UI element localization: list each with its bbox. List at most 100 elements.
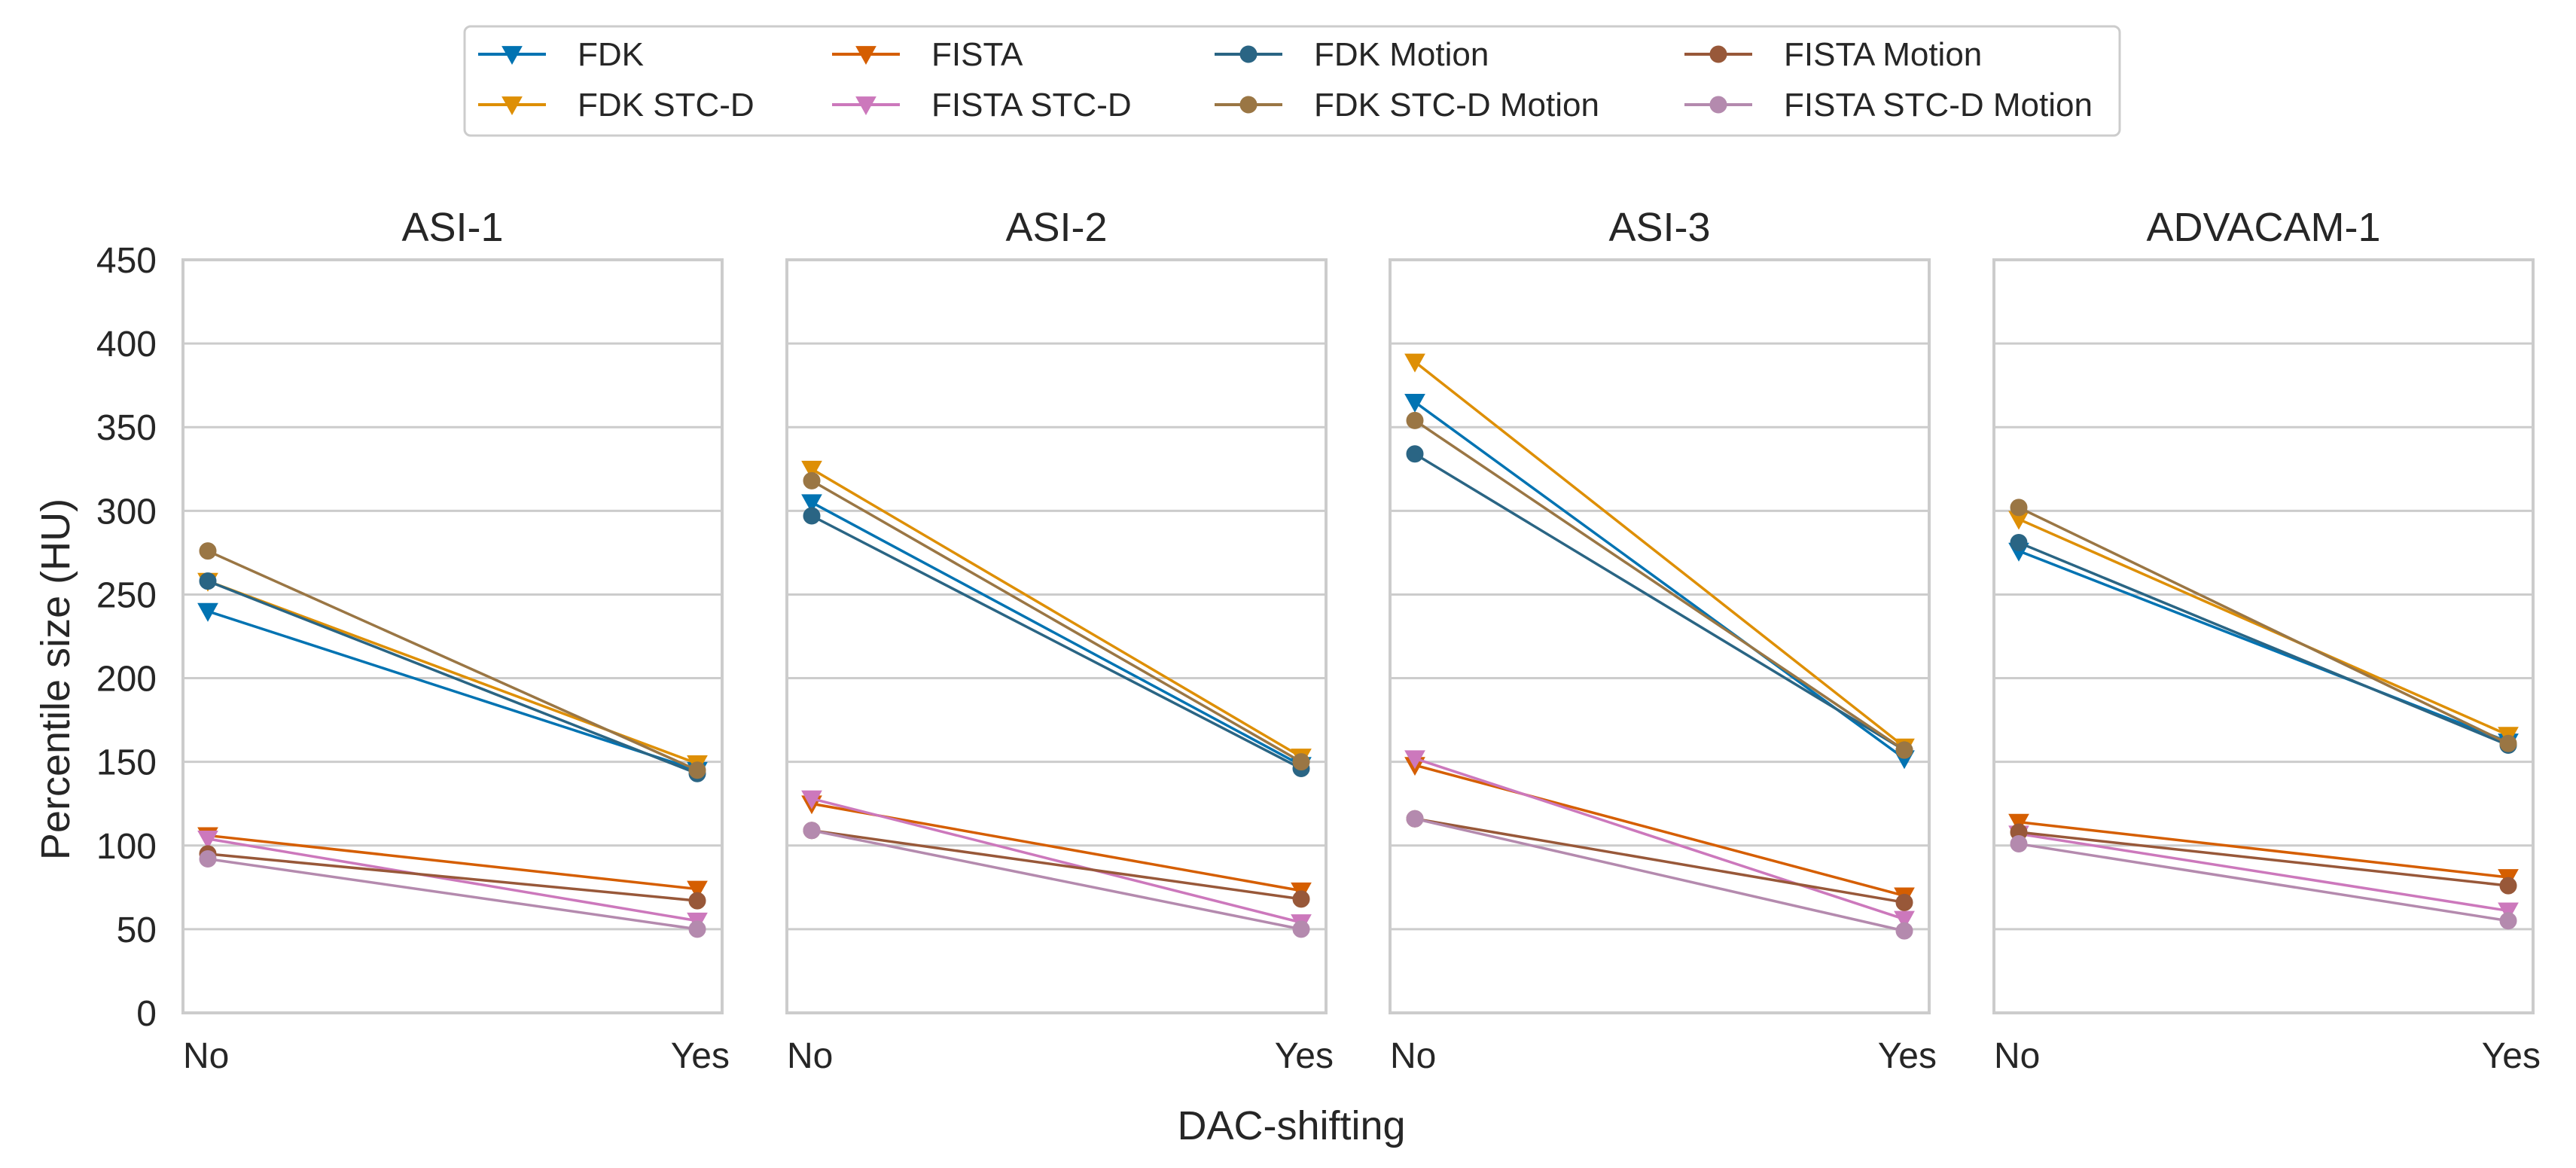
data-point-no [1406, 810, 1424, 828]
y-tick-label: 450 [96, 241, 157, 281]
panel-title: ASI-1 [401, 205, 503, 250]
data-point-no [2010, 499, 2028, 517]
series-line [207, 837, 698, 923]
y-tick-label: 350 [96, 408, 157, 448]
legend-label: FISTA STC-D [931, 87, 1132, 124]
series-line [1414, 419, 1905, 752]
series-fista-stc-d-motion [1406, 810, 1913, 940]
series-fdk-stc-d-motion [199, 542, 706, 779]
series-fista-stc-d-motion [803, 822, 1310, 938]
data-point-no [199, 542, 217, 560]
panel-title: ASI-3 [1608, 205, 1710, 250]
y-tick-label: 50 [117, 910, 157, 950]
chart-legend: FDK FDK STC-D FISTA FISTA STC-D FDK Motion FD… [463, 25, 2121, 137]
legend-item-fista-motion: FISTA Motion [1684, 36, 1982, 73]
series-line [207, 580, 698, 775]
legend-marker-circle [1709, 45, 1727, 63]
legend-item-fdk: FDK [478, 36, 644, 73]
x-tick-label: Yes [671, 1036, 730, 1076]
data-point-yes [2499, 734, 2517, 752]
data-point-no [1406, 445, 1424, 463]
panel-asi-3: ASI-3 No Yes [1389, 205, 1937, 1076]
data-point-no [803, 471, 821, 489]
series-line [811, 514, 1302, 770]
y-tick-label: 100 [96, 827, 157, 867]
panel-frame [785, 258, 1328, 1014]
x-tick-label: Yes [2482, 1036, 2541, 1076]
x-tick-label: No [1994, 1036, 2040, 1076]
legend-item-fista: FISTA [832, 36, 1023, 73]
y-axis: 0 50 100 150 200 250 300 350 400 450 [96, 241, 157, 1034]
series-line [207, 852, 698, 902]
series-line [811, 501, 1302, 767]
data-point-no [1404, 353, 1425, 373]
data-point-yes [1894, 910, 1915, 930]
data-point-no [197, 602, 218, 622]
data-point-no [801, 790, 822, 810]
legend-item-fdk-motion: FDK Motion [1215, 36, 1489, 73]
data-point-yes [1895, 922, 1913, 940]
legend-label: FDK [578, 36, 644, 73]
series-line [2018, 541, 2509, 747]
data-point-yes [2499, 877, 2517, 895]
series-fdk-stc-d [801, 460, 1312, 768]
data-point-no [801, 494, 822, 514]
data-point-yes [1292, 753, 1310, 771]
x-tick-label: No [787, 1036, 833, 1076]
legend-label: FISTA Motion [1784, 36, 1982, 73]
y-tick-label: 300 [96, 492, 157, 532]
panel-asi-1: ASI-1 No Yes [181, 205, 730, 1076]
legend-marker-triangle-down [501, 96, 523, 116]
y-tick-label: 150 [96, 743, 157, 783]
series-line [811, 829, 1302, 901]
legend-label: FDK STC-D [578, 87, 755, 124]
data-point-no [803, 507, 821, 525]
legend-marker-triangle-down [855, 46, 876, 66]
legend-marker-circle [1709, 96, 1727, 114]
data-point-no [1404, 750, 1425, 770]
series-line [1413, 401, 1906, 760]
legend-label: FISTA [931, 36, 1023, 73]
legend-marker-triangle-down [501, 46, 523, 66]
x-axis-label: DAC-shifting [1177, 1103, 1405, 1148]
legend-marker-circle [1239, 96, 1258, 114]
series-line [2018, 517, 2509, 736]
series-line [2018, 842, 2509, 923]
chart-panels: ASI-1 No Yes ASI-2 No Yes ASI-3 No Yes ADVACAM-1 N… [181, 205, 2541, 1076]
data-point-no [801, 460, 822, 480]
series-line [207, 550, 698, 772]
x-tick-label: No [1390, 1036, 1436, 1076]
data-point-no [1404, 393, 1425, 413]
data-point-yes [2499, 912, 2517, 930]
y-tick-label: 0 [136, 994, 157, 1034]
y-tick-label: 200 [96, 660, 157, 700]
series-fista-stc-d-motion [2010, 835, 2517, 930]
series-fista-motion [2010, 823, 2517, 895]
series-line [1413, 361, 1906, 749]
data-point-yes [2498, 902, 2519, 922]
series-fdk-stc-d-motion [803, 471, 1310, 771]
series-line [811, 797, 1302, 924]
panel-frame [1389, 258, 1931, 1014]
data-point-no [197, 830, 218, 849]
data-point-yes [688, 892, 706, 910]
data-point-yes [1292, 920, 1310, 938]
panel-frame [181, 258, 724, 1014]
legend-item-fdk-stc-d: FDK STC-D [478, 87, 755, 124]
series-line [1414, 817, 1905, 932]
data-point-yes [1292, 890, 1310, 908]
series-line [2018, 832, 2509, 913]
data-point-no [2008, 813, 2029, 833]
series-line [811, 479, 1302, 764]
series-line [1414, 764, 1905, 898]
data-point-no [199, 572, 217, 590]
series-line [1414, 817, 1905, 904]
legend-marker-circle [1239, 45, 1258, 63]
y-axis-label: Percentile size (HU) [33, 499, 78, 860]
legend-item-fdk-stc-d-motion: FDK STC-D Motion [1215, 87, 1599, 124]
data-point-no [803, 822, 821, 840]
x-tick-label: Yes [1275, 1036, 1334, 1076]
series-fista-stc-d-motion [199, 850, 706, 938]
y-tick-label: 250 [96, 575, 157, 615]
